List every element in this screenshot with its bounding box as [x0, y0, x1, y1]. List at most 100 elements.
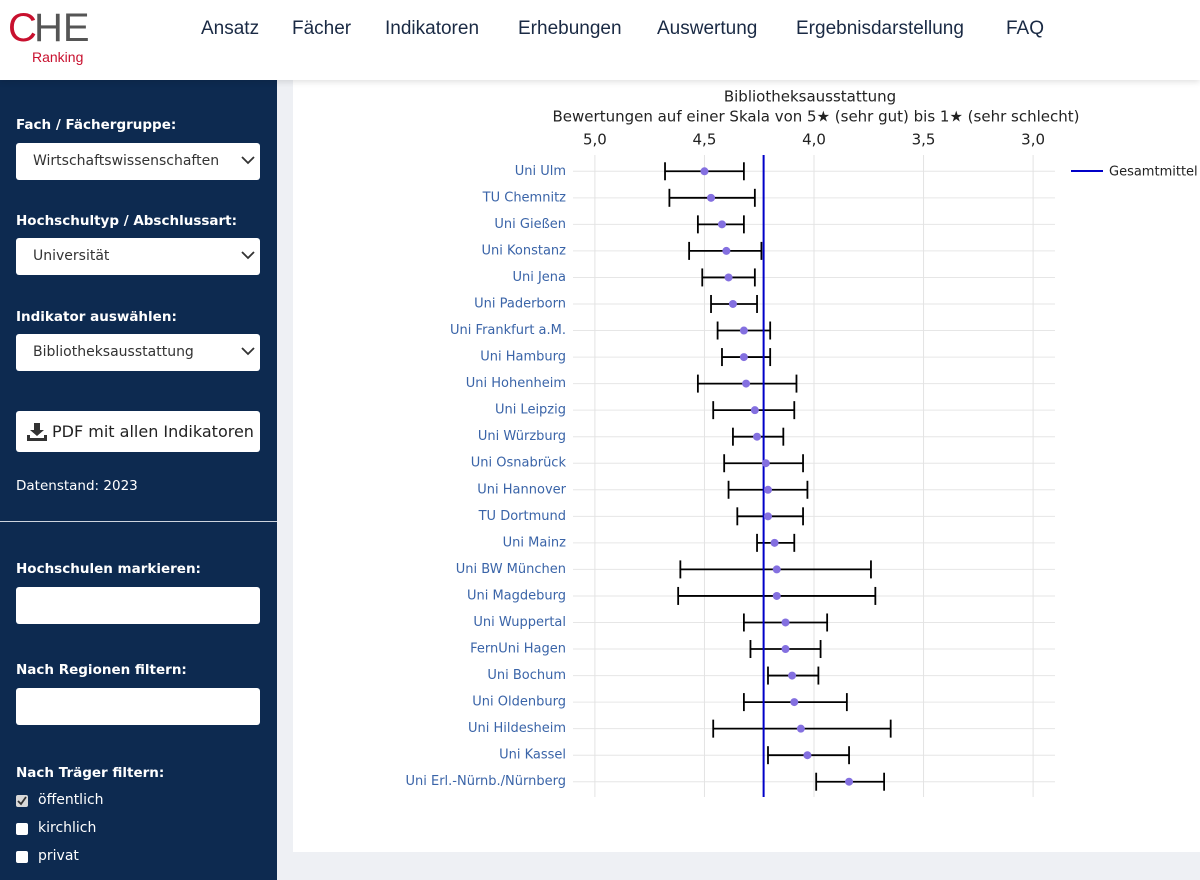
- y-tick-label: Uni Würzburg: [478, 429, 566, 444]
- y-tick-label: Uni Hamburg: [480, 350, 566, 365]
- select-value: Bibliotheksausstattung: [33, 344, 194, 360]
- y-tick-label: Uni Konstanz: [482, 243, 567, 258]
- field-label: Nach Träger filtern:: [16, 765, 165, 781]
- y-tick-label: Uni Mainz: [503, 535, 567, 550]
- point: [770, 538, 779, 547]
- point: [700, 167, 709, 176]
- point: [724, 273, 733, 282]
- point: [739, 326, 748, 335]
- chart-panel: Bibliotheksausstattung Bewertungen auf e…: [293, 80, 1200, 852]
- select[interactable]: Universität: [16, 238, 260, 275]
- point: [772, 565, 781, 574]
- checkbox-label: öffentlich: [38, 792, 104, 808]
- select[interactable]: Bibliotheksausstattung: [16, 334, 260, 371]
- nav-link[interactable]: Indikatoren: [385, 18, 480, 39]
- point: [796, 724, 805, 733]
- y-tick-label: TU Dortmund: [478, 509, 566, 524]
- chevron: [241, 156, 255, 165]
- point: [788, 671, 797, 680]
- select-value: Wirtschaftswissenschaften: [33, 153, 220, 169]
- y-tick-label: Uni Ulm: [515, 164, 566, 179]
- text-input[interactable]: [16, 688, 260, 725]
- y-tick-label: Uni Erl.-Nürnb./Nürnberg: [405, 774, 566, 789]
- select-value: Universität: [33, 248, 110, 264]
- nav-link[interactable]: FAQ: [1006, 18, 1045, 39]
- y-tick-label: TU Chemnitz: [482, 190, 567, 205]
- logo-he[interactable]: HE: [34, 6, 90, 50]
- chevron: [241, 347, 255, 356]
- nav-link[interactable]: Fächer: [292, 18, 352, 39]
- y-tick-label: Uni Hannover: [477, 482, 566, 497]
- point: [753, 432, 762, 441]
- y-tick-label: Uni Gießen: [494, 217, 566, 232]
- point: [761, 459, 770, 468]
- data-status: Datenstand: 2023: [16, 478, 138, 494]
- y-tick-label: Uni Leipzig: [495, 403, 566, 418]
- y-tick-label: Uni Hohenheim: [466, 376, 566, 391]
- checkbox[interactable]: [16, 851, 28, 863]
- point: [707, 193, 716, 202]
- point: [750, 406, 759, 415]
- field-label: Fach / Fächergruppe:: [16, 117, 177, 133]
- point: [763, 512, 772, 521]
- select[interactable]: Wirtschaftswissenschaften: [16, 143, 260, 180]
- button-text: PDF mit allen Indikatoren: [52, 422, 254, 441]
- y-tick-label: FernUni Hagen: [470, 642, 566, 657]
- x-tick-label: 5,0: [583, 131, 607, 149]
- checkbox[interactable]: [16, 795, 28, 807]
- x-tick-label: 3,5: [912, 131, 936, 149]
- chart-title: Bibliotheksausstattung: [724, 88, 896, 106]
- field-label: Hochschulen markieren:: [16, 561, 201, 577]
- point: [781, 618, 790, 627]
- y-tick-label: Uni Jena: [512, 270, 566, 285]
- point: [717, 220, 726, 229]
- point: [803, 751, 812, 760]
- header: C HE Ranking Ansatz Fächer Indikatoren E…: [0, 0, 1200, 80]
- chart: Bibliotheksausstattung Bewertungen auf e…: [405, 88, 1198, 797]
- field-label: Nach Regionen filtern:: [16, 662, 187, 678]
- field-label: Hochschultyp / Abschlussart:: [16, 213, 238, 229]
- sidebar: Fach / Fächergruppe: Wirtschaftswissensc…: [0, 80, 277, 880]
- text-input[interactable]: [16, 587, 260, 624]
- y-tick-label: Uni Oldenburg: [472, 695, 566, 710]
- checkbox[interactable]: [16, 823, 28, 835]
- y-tick-label: Uni Kassel: [499, 748, 566, 763]
- checkbox-label: kirchlich: [38, 820, 97, 836]
- y-tick-label: Uni Paderborn: [474, 296, 566, 311]
- checkmark: [17, 796, 27, 806]
- y-tick-label: Uni BW München: [456, 562, 566, 577]
- point: [790, 698, 799, 707]
- nav-link[interactable]: Ansatz: [201, 18, 260, 39]
- point: [739, 353, 748, 362]
- x-tick-label: 4,5: [693, 131, 717, 149]
- pdf-button[interactable]: PDF mit allen Indikatoren: [16, 411, 260, 452]
- x-tick-label: 3,0: [1021, 131, 1045, 149]
- point: [772, 591, 781, 600]
- y-tick-label: Uni Magdeburg: [467, 588, 566, 603]
- checkbox-label: privat: [38, 848, 79, 864]
- logo-sub[interactable]: Ranking: [32, 49, 84, 65]
- point: [728, 299, 737, 308]
- legend-label: Gesamtmittel: [1109, 165, 1198, 180]
- field-label: Indikator auswählen:: [16, 309, 177, 325]
- nav-link[interactable]: Erhebungen: [518, 18, 622, 39]
- download-icon: [27, 423, 47, 441]
- point: [845, 777, 854, 786]
- chevron: [241, 251, 255, 260]
- y-tick-label: Uni Bochum: [487, 668, 566, 683]
- y-tick-label: Uni Frankfurt a.M.: [450, 323, 566, 338]
- y-tick-label: Uni Osnabrück: [471, 456, 567, 471]
- logo-c[interactable]: C: [8, 6, 37, 50]
- point: [763, 485, 772, 494]
- x-tick-label: 4,0: [802, 131, 826, 149]
- divider: [0, 521, 277, 522]
- nav-link[interactable]: Ergebnisdarstellung: [796, 18, 964, 39]
- point: [781, 645, 790, 654]
- y-tick-label: Uni Wuppertal: [473, 615, 566, 630]
- point: [722, 246, 731, 255]
- nav-link[interactable]: Auswertung: [657, 18, 758, 39]
- y-tick-label: Uni Hildesheim: [468, 721, 566, 736]
- point: [742, 379, 751, 388]
- chart-subtitle: Bewertungen auf einer Skala von 5★ (sehr…: [553, 108, 1080, 126]
